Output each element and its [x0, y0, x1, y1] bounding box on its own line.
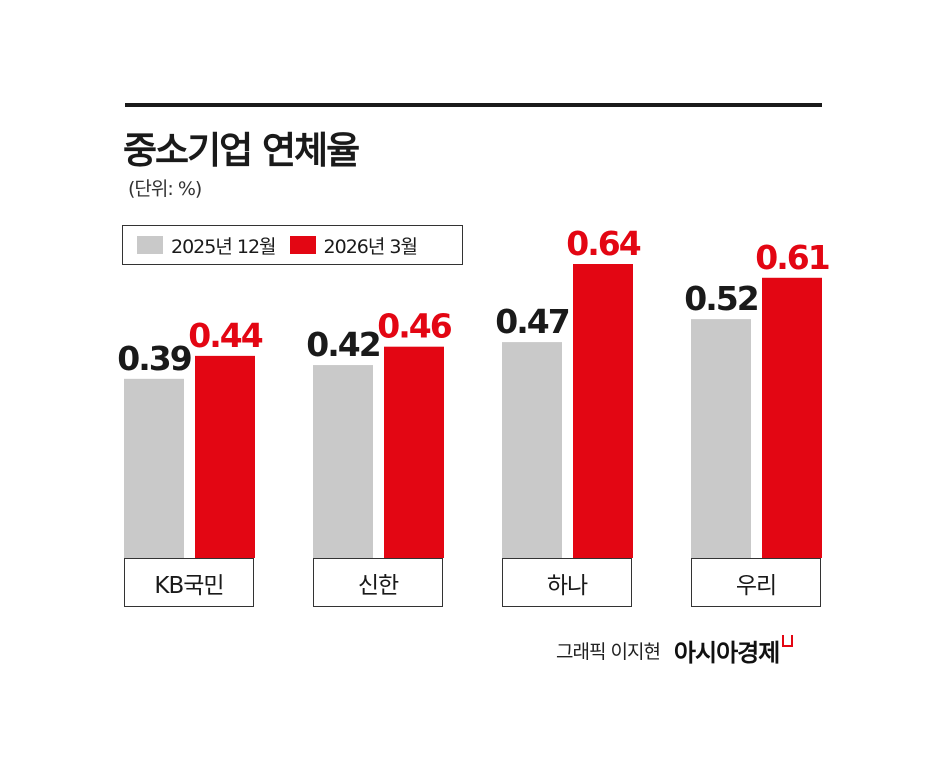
chart-title: 중소기업 연체율 [123, 129, 360, 172]
data-label-curr-2: 0.64 [566, 224, 640, 263]
data-label-prev-3: 0.52 [684, 279, 757, 318]
data-label-prev-0: 0.39 [117, 339, 190, 378]
legend-swatch-red [289, 236, 316, 254]
data-label-prev-2: 0.47 [495, 302, 568, 341]
credit-text: 그래픽 이지현 [556, 641, 661, 663]
data-label-curr-0: 0.44 [188, 316, 262, 355]
bar-curr-3 [762, 277, 822, 558]
category-label-hana: 하나 [502, 558, 632, 607]
category-label-woori: 우리 [691, 558, 821, 607]
unit-label: (단위: %) [128, 178, 202, 200]
top-rule [125, 103, 822, 107]
bar-curr-1 [384, 346, 444, 558]
legend-label: 2026년 3월 [323, 235, 418, 258]
data-label-curr-1: 0.46 [377, 307, 451, 346]
bar-prev-2 [502, 342, 562, 558]
bar-curr-0 [195, 355, 255, 558]
legend-swatch-gray [137, 236, 163, 254]
legend-item-2026-03: 2026년 3월 [289, 232, 418, 259]
legend-label: 2025년 12월 [171, 235, 277, 258]
data-label-prev-1: 0.42 [306, 325, 379, 364]
brand-logo: 아시아경제 [673, 639, 780, 667]
bar-curr-2 [573, 264, 633, 558]
category-label-shinhan: 신한 [313, 558, 443, 607]
data-label-curr-3: 0.61 [755, 238, 828, 277]
bar-prev-3 [691, 319, 751, 558]
bar-prev-1 [313, 365, 373, 558]
legend: 2025년 12월 2026년 3월 [122, 225, 463, 265]
legend-item-2025-12: 2025년 12월 [137, 232, 277, 259]
credit: 그래픽 이지현 아시아경제 [556, 633, 794, 668]
bar-prev-0 [124, 378, 184, 558]
brand-mark-icon [782, 634, 794, 647]
category-label-kb: KB국민 [124, 558, 254, 607]
